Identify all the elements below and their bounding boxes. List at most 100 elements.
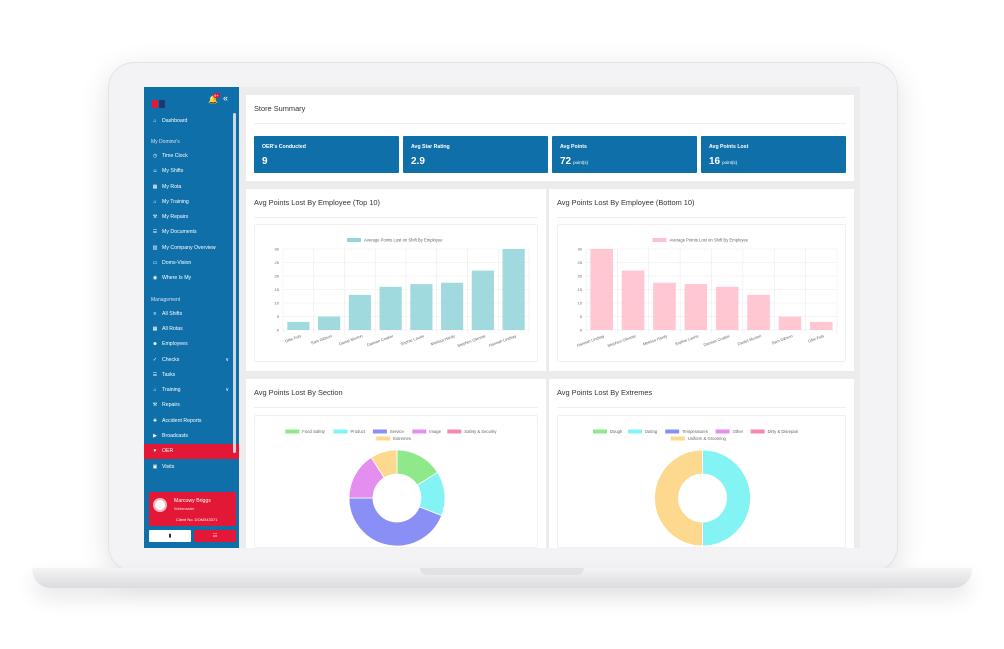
sidebar-item-my-documents[interactable]: ☰ My Documents xyxy=(144,225,239,240)
legend-swatch xyxy=(665,429,680,434)
bar xyxy=(684,284,708,330)
car-icon: ▣ xyxy=(152,463,158,470)
sidebar-item-label: Training xyxy=(162,387,181,394)
stat-avg-points: Avg Points 72 point(s) xyxy=(552,136,697,173)
sidebar-item-doms-vision[interactable]: ▭ Doms-Vision xyxy=(144,255,239,270)
sidebar-item-where-is-my[interactable]: ◉ Where Is My xyxy=(144,271,239,286)
building-icon: ▥ xyxy=(152,244,158,251)
divider xyxy=(557,407,846,408)
store-summary-title: Store Summary xyxy=(254,104,306,113)
megaphone-icon: ▶ xyxy=(153,432,157,439)
bottom10-title: Avg Points Lost By Employee (Bottom 10) xyxy=(557,198,695,207)
legend-swatch xyxy=(347,238,361,242)
sidebar-item-my-repairs[interactable]: ⚒ My Repairs xyxy=(144,209,239,224)
doughnut-slice xyxy=(654,449,703,547)
extremes-panel: Avg Points Lost By Extremes Dough Dating T… xyxy=(549,379,854,548)
bar xyxy=(318,316,341,330)
sidebar-scrollbar[interactable] xyxy=(233,113,236,453)
user-card[interactable]: Marcuwy Briggs Webmaster Client No. DOM3… xyxy=(149,492,236,526)
sidebar-item-broadcasts[interactable]: ▶ Broadcasts xyxy=(144,428,239,443)
bar xyxy=(715,286,739,330)
x-tick-label: Daniel Morton xyxy=(338,333,363,346)
sidebar-item-all-rotas[interactable]: ▦ All Rotas xyxy=(144,321,239,336)
bar xyxy=(410,284,433,330)
legend-label: Extremes xyxy=(393,436,411,441)
app-screen: 🔔 9+ « ⌂ Dashboard My Domino's ◷ Time Clock ☺… xyxy=(144,87,860,548)
bottom10-bar-chart: Average Points Lost on Shift By Employee… xyxy=(576,238,838,348)
sidebar-section-heading: My Domino's xyxy=(151,139,180,146)
chevron-down-icon[interactable]: ∨ xyxy=(225,387,229,394)
x-tick-label: Daniel Morton xyxy=(737,333,762,346)
bottom10-chart-box: Average Points Lost on Shift By Employee… xyxy=(557,224,846,362)
stat-value: 16 point(s) xyxy=(709,156,738,167)
sidebar-item-all-shifts[interactable]: ≡ All Shifts xyxy=(144,306,239,321)
legend-swatch xyxy=(652,238,667,242)
legend-label: Average Points Lost on Shift By Employee xyxy=(364,238,443,243)
bookmark-button[interactable]: ▮ xyxy=(149,530,191,542)
stat-oers-conducted: OER's Conducted 9 xyxy=(254,136,399,173)
bar xyxy=(502,249,525,330)
sidebar-item-label: Accident Reports xyxy=(162,417,202,424)
bookmark-icon: ▮ xyxy=(168,533,172,539)
sidebar-item-accident-reports[interactable]: ✚ Accident Reports xyxy=(144,413,239,428)
sidebar-item-checks[interactable]: ✓ Checks ∨ xyxy=(144,352,239,367)
legend-swatch xyxy=(628,429,642,434)
section-doughnut-chart: Food Safety Product Service Image Safety & S… xyxy=(285,429,497,547)
legend-swatch xyxy=(670,436,685,441)
extremes-doughnut-chart: Dough Dating Temperatures Other Dirty & Disr… xyxy=(593,429,799,547)
legend-swatch xyxy=(750,429,765,434)
dominos-logo[interactable] xyxy=(152,95,166,108)
y-tick-label: 5 xyxy=(580,314,583,319)
sidebar-footer-buttons: ▮ ☷ xyxy=(149,530,236,544)
sidebar-item-my-company-overview[interactable]: ▥ My Company Overview xyxy=(144,240,239,255)
graduation-cap-icon: ⌂ xyxy=(153,198,157,205)
sidebar-item-tasks[interactable]: ☰ Tasks xyxy=(144,367,239,382)
x-tick-label: Melissa Hardy xyxy=(642,333,668,346)
collapse-sidebar-icon[interactable]: « xyxy=(223,93,229,103)
sidebar-item-employees[interactable]: ☻ Employees xyxy=(144,337,239,352)
sidebar-item-my-shifts[interactable]: ☺ My Shifts xyxy=(144,164,239,179)
sidebar-item-label: All Shifts xyxy=(162,310,183,317)
divider xyxy=(557,217,846,218)
sidebar-item-label: Repairs xyxy=(162,402,180,409)
graduation-cap-icon: ⌂ xyxy=(153,387,157,394)
divider xyxy=(254,217,538,218)
notification-badge: 9+ xyxy=(213,93,220,98)
legend-label: Safety & Security xyxy=(464,429,497,434)
bell-icon[interactable]: 🔔 xyxy=(208,95,218,104)
top10-panel: Avg Points Lost By Employee (Top 10) Ave… xyxy=(246,189,546,371)
x-tick-label: Hannah Lindsay xyxy=(488,333,517,348)
sidebar-item-label: Time Clock xyxy=(162,152,188,159)
sidebar-item-repairs[interactable]: ⚒ Repairs xyxy=(144,398,239,413)
stat-value: 72 point(s) xyxy=(560,156,589,167)
sidebar-item-my-training[interactable]: ⌂ My Training xyxy=(144,194,239,209)
legend-swatch xyxy=(412,429,427,434)
sidebar-item-label: My Documents xyxy=(162,229,197,236)
sidebar-item-label: Doms-Vision xyxy=(162,260,192,267)
calendar-icon: ▦ xyxy=(152,325,158,332)
extremes-chart-box: Dough Dating Temperatures Other Dirty & Disr… xyxy=(557,415,846,548)
sitemap-button[interactable]: ☷ xyxy=(194,530,236,542)
sidebar-item-time-clock[interactable]: ◷ Time Clock xyxy=(144,148,239,163)
sidebar-item-training[interactable]: ⌂ Training ∨ xyxy=(144,382,239,397)
y-tick-label: 15 xyxy=(578,287,583,292)
sidebar-item-my-rota[interactable]: ▦ My Rota xyxy=(144,179,239,194)
legend-label: Food Safety xyxy=(302,429,325,434)
bar xyxy=(471,270,494,330)
sitemap-icon: ☷ xyxy=(212,533,218,539)
sidebar-item-oer[interactable]: ♥ OER xyxy=(144,443,239,459)
bar xyxy=(621,270,645,330)
sidebar-item-label: OER xyxy=(162,448,174,455)
legend-label: Dating xyxy=(645,429,658,434)
sidebar-item-label: Visits xyxy=(162,463,175,470)
chevron-down-icon[interactable]: ∨ xyxy=(225,356,229,363)
sidebar-item-visits[interactable]: ▣ Visits xyxy=(144,459,239,474)
sidebar-item-label: Employees xyxy=(162,341,188,348)
legend-label: Product xyxy=(351,429,366,434)
top10-title: Avg Points Lost By Employee (Top 10) xyxy=(254,198,380,207)
sidebar-header: 🔔 9+ « xyxy=(144,87,239,113)
divider xyxy=(254,123,846,124)
y-tick-label: 15 xyxy=(275,287,280,292)
sidebar-item-dashboard[interactable]: ⌂ Dashboard xyxy=(144,113,239,128)
wrench-icon: ⚒ xyxy=(152,214,158,221)
